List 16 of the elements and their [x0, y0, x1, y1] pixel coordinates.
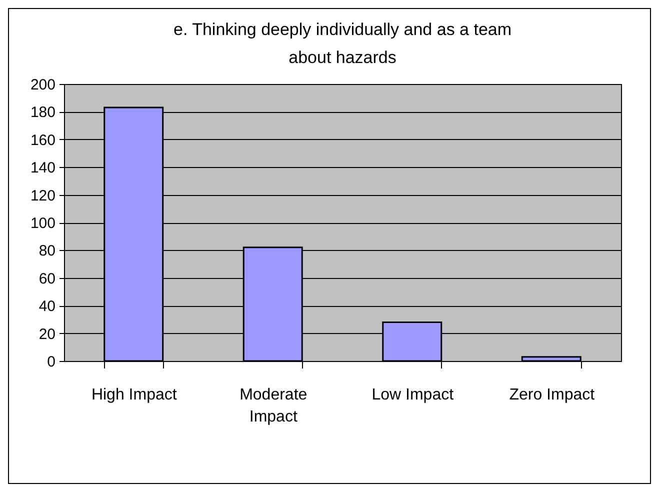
y-tick-label: 20: [38, 326, 56, 343]
y-tick-label: 120: [30, 187, 56, 204]
chart-title: e. Thinking deeply individually and as a team about hazards: [173, 20, 512, 67]
y-tick-label: 60: [38, 270, 56, 288]
x-tick-label: Zero Impact: [509, 386, 596, 404]
y-tick-label: 200: [30, 76, 56, 94]
x-tick-label: Moderate Impact: [240, 386, 308, 426]
y-tick-label: 40: [38, 298, 56, 316]
y-tick-label: 140: [30, 160, 56, 177]
y-tick-label: 0: [47, 354, 56, 370]
x-tick-label: High Impact: [91, 386, 178, 404]
y-tick-label: 80: [38, 242, 56, 260]
x-tick-label: Low Impact: [372, 386, 454, 404]
y-tick-label: 100: [30, 215, 56, 232]
y-tick-label: 160: [30, 132, 56, 149]
y-tick-label: 180: [30, 104, 56, 122]
